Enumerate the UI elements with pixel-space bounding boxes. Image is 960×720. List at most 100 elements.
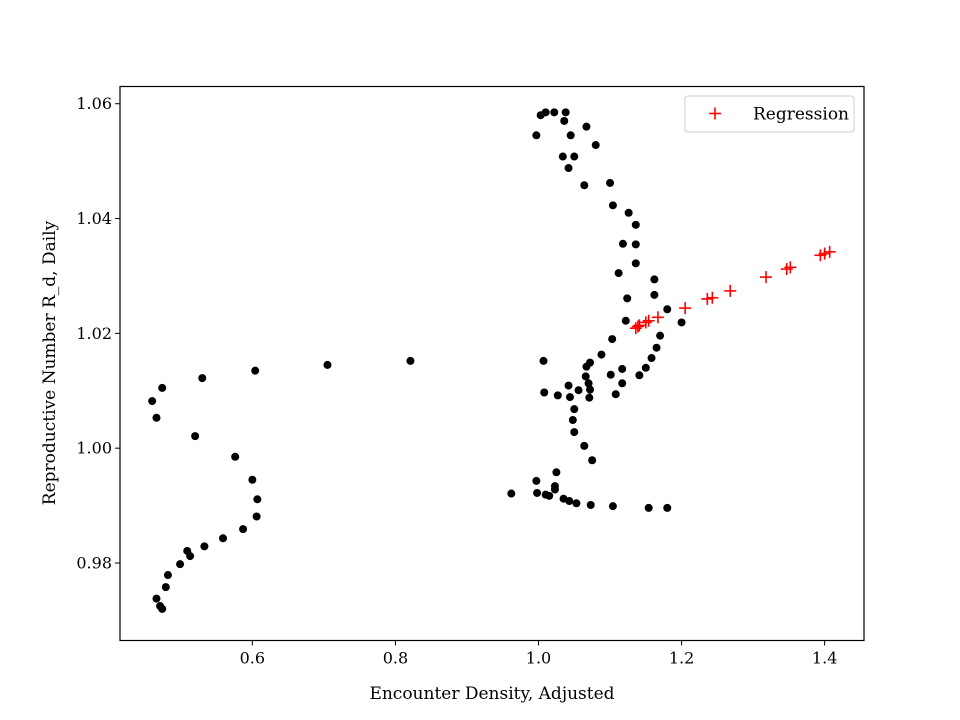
data-point — [663, 503, 672, 512]
data-point — [158, 383, 167, 392]
data-point — [570, 405, 579, 414]
x-tick-label: 0.6 — [240, 649, 265, 668]
data-point — [251, 366, 260, 375]
regression-point — [818, 247, 831, 260]
data-point — [650, 290, 659, 299]
data-point — [641, 363, 650, 372]
series-1 — [629, 245, 836, 335]
data-point — [507, 489, 516, 498]
data-point — [568, 416, 577, 425]
data-point — [532, 476, 541, 485]
data-point — [608, 335, 617, 344]
data-point — [663, 305, 672, 314]
regression-point — [759, 271, 772, 284]
data-point — [584, 379, 593, 388]
data-point — [588, 456, 597, 465]
regression-point — [633, 319, 646, 332]
y-axis-ticks: 0.98 1.00 1.02 1.04 1.06 — [76, 94, 120, 572]
data-point — [540, 388, 549, 397]
y-axis-label: Reproductive Number R_d, Daily — [40, 220, 60, 505]
data-point — [611, 390, 620, 399]
data-point — [647, 354, 656, 363]
data-point — [572, 499, 581, 508]
data-point — [618, 239, 627, 248]
data-point — [585, 393, 594, 402]
data-point — [608, 502, 617, 511]
data-point — [560, 116, 569, 125]
regression-point — [701, 292, 714, 305]
data-point — [532, 131, 541, 140]
series-0 — [148, 108, 686, 613]
data-point — [152, 594, 161, 603]
plot-area — [120, 86, 864, 641]
data-point — [198, 374, 207, 383]
data-point — [574, 386, 583, 395]
regression-point — [639, 316, 652, 329]
data-point — [570, 428, 579, 437]
data-point — [606, 370, 615, 379]
regression-point — [679, 302, 692, 315]
data-point — [152, 413, 161, 422]
data-point — [618, 379, 627, 388]
data-point — [597, 350, 606, 359]
data-point — [652, 343, 661, 352]
data-point — [200, 542, 209, 551]
data-point — [239, 525, 248, 534]
data-point — [581, 372, 590, 381]
x-tick-label: 1.2 — [669, 649, 694, 668]
data-point — [550, 485, 559, 494]
data-point — [191, 432, 200, 441]
data-point — [608, 201, 617, 210]
regression-point — [651, 311, 664, 324]
data-point — [541, 108, 550, 117]
data-point — [564, 381, 573, 390]
data-point — [558, 152, 567, 161]
data-point — [539, 356, 548, 365]
data-point — [176, 560, 185, 569]
data-point — [580, 441, 589, 450]
data-point — [606, 178, 615, 187]
data-point — [163, 571, 172, 580]
data-point — [677, 318, 686, 327]
data-point — [631, 220, 640, 229]
data-point — [253, 495, 262, 504]
data-point — [406, 356, 415, 365]
y-tick-label: 1.06 — [76, 94, 112, 113]
x-tick-label: 1.0 — [526, 649, 551, 668]
data-point — [561, 108, 570, 117]
y-tick-label: 1.02 — [76, 324, 112, 343]
data-point — [631, 259, 640, 268]
regression-point — [631, 320, 644, 333]
data-point — [614, 269, 623, 278]
data-point — [323, 360, 332, 369]
legend: Regression — [684, 95, 855, 133]
data-point — [566, 131, 575, 140]
y-tick-label: 0.98 — [76, 553, 112, 572]
data-point — [631, 240, 640, 249]
data-point — [644, 503, 653, 512]
data-point — [586, 501, 595, 510]
x-tick-label: 1.4 — [812, 649, 837, 668]
data-point — [248, 475, 257, 484]
data-point — [621, 316, 630, 325]
regression-point — [784, 261, 797, 274]
data-point — [252, 512, 261, 521]
data-point — [158, 604, 167, 613]
y-tick-label: 1.00 — [76, 439, 112, 458]
data-point — [570, 152, 579, 161]
data-point — [186, 552, 195, 561]
regression-point — [642, 314, 655, 327]
data-point — [623, 294, 632, 303]
data-point — [565, 393, 574, 402]
legend-box — [684, 95, 855, 133]
data-point — [580, 181, 589, 190]
data-point — [552, 468, 561, 477]
data-point — [550, 108, 559, 117]
y-tick-label: 1.04 — [76, 209, 112, 228]
data-point — [656, 331, 665, 340]
legend-marker-regression — [709, 107, 721, 120]
data-point — [565, 496, 574, 505]
data-point — [635, 371, 644, 380]
regression-point — [724, 284, 737, 297]
